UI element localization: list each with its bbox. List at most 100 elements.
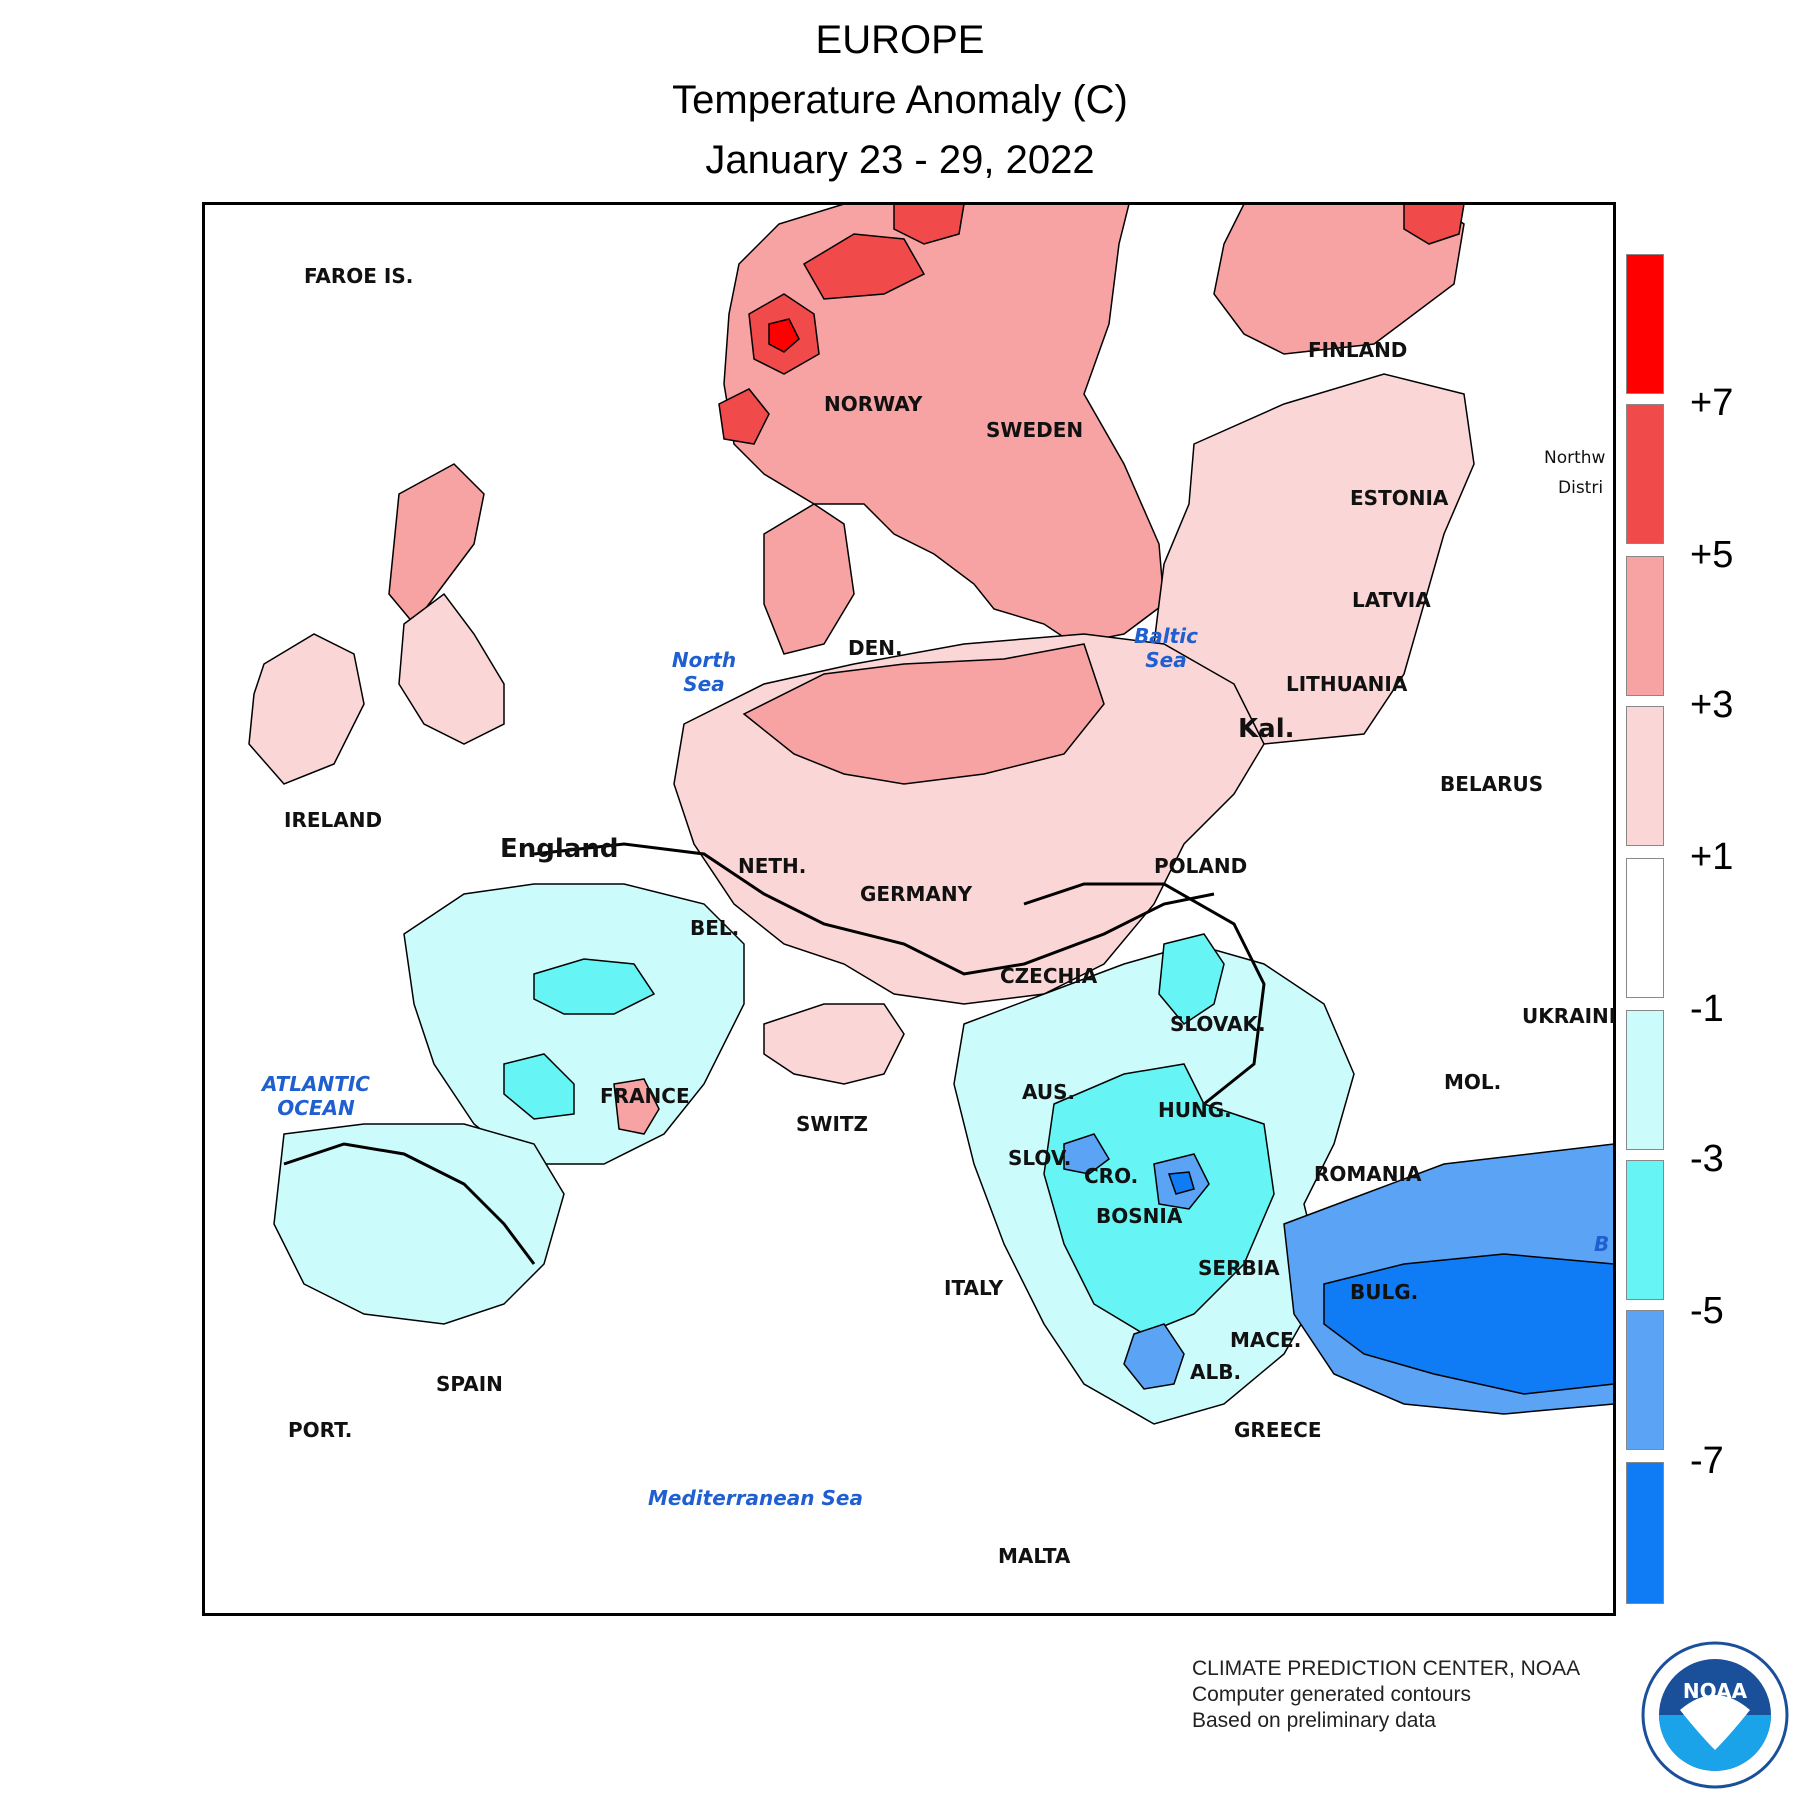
label-baltic-sea-line1: Baltic [1134, 624, 1198, 648]
region-france-minus3-b [503, 1053, 575, 1120]
legend-swatch-neutral [1626, 858, 1664, 998]
label-district: Distri [1558, 478, 1604, 498]
label-north-sea: North Sea [664, 648, 744, 696]
map-region-title: EUROPE [815, 18, 985, 62]
region-sweden-plus5 [893, 204, 965, 245]
legend-tick-plus7: +7 [1690, 382, 1734, 424]
label-ukraine: UKRAINE [1522, 1004, 1616, 1028]
label-northwest: Northw [1544, 448, 1606, 468]
label-poland: POLAND [1154, 854, 1248, 878]
region-pyrenees-plus3 [613, 1078, 660, 1135]
region-alps-plus1 [763, 1003, 905, 1085]
legend-tick-plus5: +5 [1690, 534, 1734, 576]
label-baltic-sea-line2: Sea [1145, 648, 1187, 672]
label-bulgaria: BULG. [1350, 1280, 1419, 1304]
label-england: England [500, 834, 619, 864]
legend-swatch-minus3 [1626, 1160, 1664, 1300]
label-spain: SPAIN [436, 1372, 503, 1396]
anomaly-map [204, 204, 1614, 1614]
legend-tick-minus3: -3 [1690, 1138, 1724, 1180]
label-slovenia: SLOV. [1008, 1146, 1072, 1170]
noaa-logo-text: NOAA [1683, 1679, 1748, 1703]
map-period-title: January 23 - 29, 2022 [705, 138, 1095, 182]
label-bosnia: BOSNIA [1096, 1204, 1183, 1228]
legend-tick-minus7: -7 [1690, 1440, 1724, 1482]
contour-line-balkans [1023, 882, 1266, 1106]
region-ireland-plus1 [248, 633, 365, 785]
label-netherlands: NETH. [738, 854, 807, 878]
map-variable-title: Temperature Anomaly (C) [672, 78, 1128, 122]
region-romania-minus3 [1158, 933, 1225, 1025]
contour-line-iberia [283, 1142, 536, 1265]
contour-line-alps [533, 842, 1215, 976]
label-macedonia: MACE. [1230, 1328, 1302, 1352]
region-finland-plus5 [1403, 204, 1465, 245]
label-finland: FINLAND [1308, 338, 1408, 362]
legend-swatch-plus5 [1626, 404, 1664, 544]
credits: CLIMATE PREDICTION CENTER, NOAA Computer… [1192, 1656, 1580, 1734]
label-albania: ALB. [1190, 1360, 1242, 1384]
label-ireland: IRELAND [284, 808, 383, 832]
label-atlantic-line2: OCEAN [277, 1096, 355, 1120]
label-malta: MALTA [998, 1544, 1071, 1568]
label-denmark: DEN. [848, 636, 903, 660]
credits-line3: Based on preliminary data [1192, 1709, 1436, 1732]
credits-line2: Computer generated contours [1192, 1683, 1471, 1706]
legend-swatch-plus7 [1626, 254, 1664, 394]
region-france-minus3-a [533, 958, 656, 1015]
legend-tick-plus1: +1 [1690, 836, 1734, 878]
credits-line1: CLIMATE PREDICTION CENTER, NOAA [1192, 1657, 1581, 1680]
region-norway-plus5-c [718, 388, 770, 445]
label-romania: ROMANIA [1314, 1162, 1422, 1186]
legend-swatch-minus5 [1626, 1310, 1664, 1450]
label-sweden: SWEDEN [986, 418, 1084, 442]
region-greece-minus5 [1123, 1323, 1185, 1390]
label-faroe: FAROE IS. [304, 264, 414, 288]
label-latvia: LATVIA [1352, 588, 1431, 612]
label-greece: GREECE [1234, 1418, 1322, 1442]
label-belgium: BEL. [690, 916, 740, 940]
label-baltic-sea: Baltic Sea [1126, 624, 1206, 672]
label-north-sea-line2: Sea [683, 672, 725, 696]
label-portugal: PORT. [288, 1418, 353, 1442]
region-iberia-minus1 [273, 1123, 565, 1325]
label-germany: GERMANY [860, 882, 973, 906]
region-serbia-minus5 [1063, 1133, 1110, 1175]
region-turkey-minus7 [1323, 1253, 1614, 1395]
region-france-minus1 [403, 883, 745, 1165]
label-norway: NORWAY [824, 392, 923, 416]
label-czechia: CZECHIA [1000, 964, 1098, 988]
label-kaliningrad: Kal. [1238, 714, 1295, 744]
region-denmark-plus3 [763, 503, 855, 655]
label-hungary: HUNG. [1158, 1098, 1232, 1122]
label-belarus: BELARUS [1440, 772, 1544, 796]
noaa-logo: NOAA [1641, 1641, 1789, 1789]
legend-tick-minus5: -5 [1690, 1290, 1724, 1332]
legend-swatch-minus1 [1626, 1010, 1664, 1150]
label-atlantic-line1: ATLANTIC [262, 1072, 370, 1096]
label-slovakia: SLOVAK. [1170, 1012, 1266, 1036]
label-france: FRANCE [600, 1084, 690, 1108]
label-austria: AUS. [1022, 1080, 1076, 1104]
label-italy: ITALY [944, 1276, 1004, 1300]
label-atlantic-ocean: ATLANTIC OCEAN [256, 1072, 376, 1120]
region-norway-plus5-a [802, 233, 926, 300]
region-north-central-plus3 [742, 643, 1105, 785]
label-lithuania: LITHUANIA [1286, 672, 1408, 696]
label-switzerland: SWITZ [796, 1112, 869, 1136]
region-bulgaria-minus7 [1167, 1171, 1195, 1195]
region-baltics-plus1 [1153, 373, 1475, 745]
map-frame: FAROE IS. NORWAY SWEDEN FINLAND ESTONIA … [202, 202, 1616, 1616]
legend-swatch-plus1 [1626, 706, 1664, 846]
label-black-sea-fragment: B [1594, 1232, 1610, 1256]
title-block: EUROPE Temperature Anomaly (C) January 2… [0, 10, 1800, 190]
region-scotland-plus3 [388, 463, 485, 626]
label-croatia: CRO. [1084, 1164, 1139, 1188]
legend-swatch-plus3 [1626, 556, 1664, 696]
region-uk-plus1 [398, 592, 505, 745]
label-serbia: SERBIA [1198, 1256, 1280, 1280]
label-moldova: MOL. [1444, 1070, 1502, 1094]
legend-swatch-minus7 [1626, 1462, 1664, 1604]
region-scandinavia-plus3 [723, 204, 1165, 645]
label-mediterranean-sea: Mediterranean Sea [648, 1486, 863, 1510]
